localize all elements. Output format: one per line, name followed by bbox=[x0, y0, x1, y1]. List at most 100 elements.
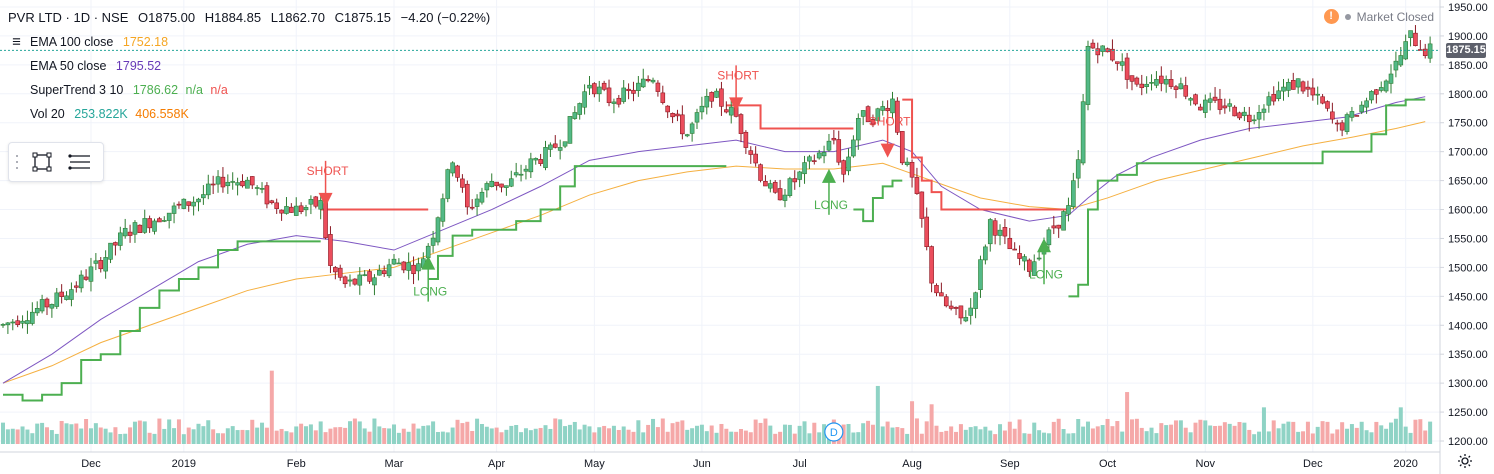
x-tick-label: Feb bbox=[287, 458, 306, 470]
volume-bar bbox=[1330, 433, 1335, 444]
rectangle-tool-icon[interactable] bbox=[29, 150, 55, 174]
candle-body bbox=[1227, 103, 1233, 107]
candle-body bbox=[377, 270, 382, 276]
volume-bar bbox=[592, 432, 597, 444]
candle-body bbox=[1144, 83, 1149, 87]
volume-bar bbox=[734, 431, 739, 444]
volume-bar bbox=[778, 431, 783, 444]
volume-bar bbox=[973, 426, 978, 444]
volume-bar bbox=[753, 419, 758, 444]
volume-bar bbox=[35, 423, 40, 444]
y-tick-label: 1450.00 bbox=[1448, 291, 1488, 303]
y-tick-label: 1350.00 bbox=[1448, 349, 1488, 361]
y-tick-label: 1950.00 bbox=[1448, 2, 1488, 14]
volume-bar bbox=[1066, 433, 1071, 444]
volume-bar bbox=[748, 432, 753, 444]
candle-body bbox=[103, 257, 108, 272]
volume-bar bbox=[372, 418, 377, 444]
indicator-supertrend[interactable]: SuperTrend 3 10 1786.62 n/a n/a bbox=[8, 78, 490, 102]
volume-bar bbox=[1315, 426, 1320, 444]
candle-body bbox=[1398, 55, 1404, 66]
y-tick-label: 1400.00 bbox=[1448, 320, 1488, 332]
drawing-toolbar[interactable] bbox=[8, 142, 104, 182]
drag-handle-icon[interactable] bbox=[15, 153, 19, 171]
volume-bar bbox=[738, 429, 743, 444]
volume-bar bbox=[411, 423, 416, 444]
candle-body bbox=[904, 161, 910, 165]
volume-bar bbox=[763, 418, 768, 444]
ohlc-high: H1884.85 bbox=[204, 10, 262, 25]
volume-bar bbox=[1144, 431, 1149, 444]
candle-body bbox=[108, 242, 113, 260]
candle-body bbox=[719, 88, 724, 107]
candle-body bbox=[181, 198, 187, 209]
candle-body bbox=[34, 308, 40, 314]
candle-body bbox=[1154, 79, 1159, 86]
indicator-extra: n/a bbox=[210, 83, 228, 97]
volume-bar bbox=[216, 433, 221, 444]
candle-body bbox=[303, 207, 309, 211]
candle-body bbox=[499, 183, 504, 188]
volume-bar bbox=[1335, 429, 1340, 444]
volume-bar bbox=[230, 426, 235, 444]
candle-body bbox=[699, 105, 705, 113]
volume-bar bbox=[963, 429, 968, 444]
candle-body bbox=[1017, 253, 1022, 259]
volume-bar bbox=[1076, 419, 1081, 444]
volume-bar bbox=[567, 424, 572, 444]
volume-bar bbox=[651, 418, 656, 444]
volume-bar bbox=[866, 420, 871, 444]
volume-bar bbox=[1085, 421, 1090, 444]
market-status[interactable]: ! Market Closed bbox=[1323, 9, 1434, 24]
volume-bar bbox=[1198, 419, 1203, 444]
candle-body bbox=[1281, 86, 1286, 92]
candle-body bbox=[738, 114, 744, 134]
candle-body bbox=[983, 246, 988, 261]
candle-body bbox=[846, 156, 851, 172]
volume-bar bbox=[250, 419, 255, 444]
volume-bar bbox=[1071, 433, 1076, 444]
indicator-volume[interactable]: Vol 20 253.822K 406.558K bbox=[8, 102, 490, 126]
short-signal-arrow bbox=[880, 143, 895, 158]
volume-bar bbox=[1193, 422, 1198, 444]
volume-bar bbox=[435, 432, 440, 444]
candle-body bbox=[318, 200, 323, 210]
volume-bar bbox=[98, 427, 103, 444]
candle-body bbox=[1305, 86, 1311, 90]
long-signal-label: LONG bbox=[814, 198, 848, 212]
volume-bar bbox=[543, 425, 548, 444]
candle-body bbox=[787, 178, 793, 196]
candle-body bbox=[1075, 159, 1081, 179]
volume-bar bbox=[294, 426, 299, 444]
candle-body bbox=[1300, 81, 1306, 92]
volume-bar bbox=[30, 433, 35, 444]
volume-bar bbox=[704, 431, 709, 444]
volume-bar bbox=[44, 427, 49, 444]
candle-body bbox=[714, 90, 719, 98]
ema100-line bbox=[2, 121, 1426, 384]
volume-bar bbox=[64, 423, 69, 444]
indicator-ema50[interactable]: EMA 50 close 1795.52 bbox=[8, 54, 490, 78]
candle-body bbox=[381, 270, 387, 275]
lines-tool-icon[interactable] bbox=[67, 150, 93, 174]
candle-body bbox=[1071, 180, 1076, 207]
settings-gear-icon[interactable] bbox=[1457, 453, 1473, 469]
eye-icon[interactable] bbox=[12, 37, 21, 46]
volume-bar bbox=[343, 427, 348, 444]
alert-icon[interactable]: ! bbox=[1323, 9, 1339, 24]
candle-body bbox=[298, 205, 304, 213]
indicator-ema100[interactable]: EMA 100 close 1752.18 bbox=[8, 30, 490, 54]
symbol-title[interactable]: PVR LTD · 1D · NSE bbox=[8, 10, 129, 25]
volume-bar bbox=[1325, 421, 1330, 444]
candle-body bbox=[313, 196, 319, 207]
candle-body bbox=[196, 198, 201, 203]
candle-body bbox=[792, 178, 798, 183]
long-signal-arrow bbox=[421, 255, 436, 270]
candle-body bbox=[670, 113, 675, 118]
y-tick-label: 1200.00 bbox=[1448, 436, 1488, 448]
candle-body bbox=[601, 82, 607, 90]
candle-body bbox=[225, 181, 231, 187]
volume-bar bbox=[558, 419, 563, 444]
candle-body bbox=[0, 324, 6, 326]
